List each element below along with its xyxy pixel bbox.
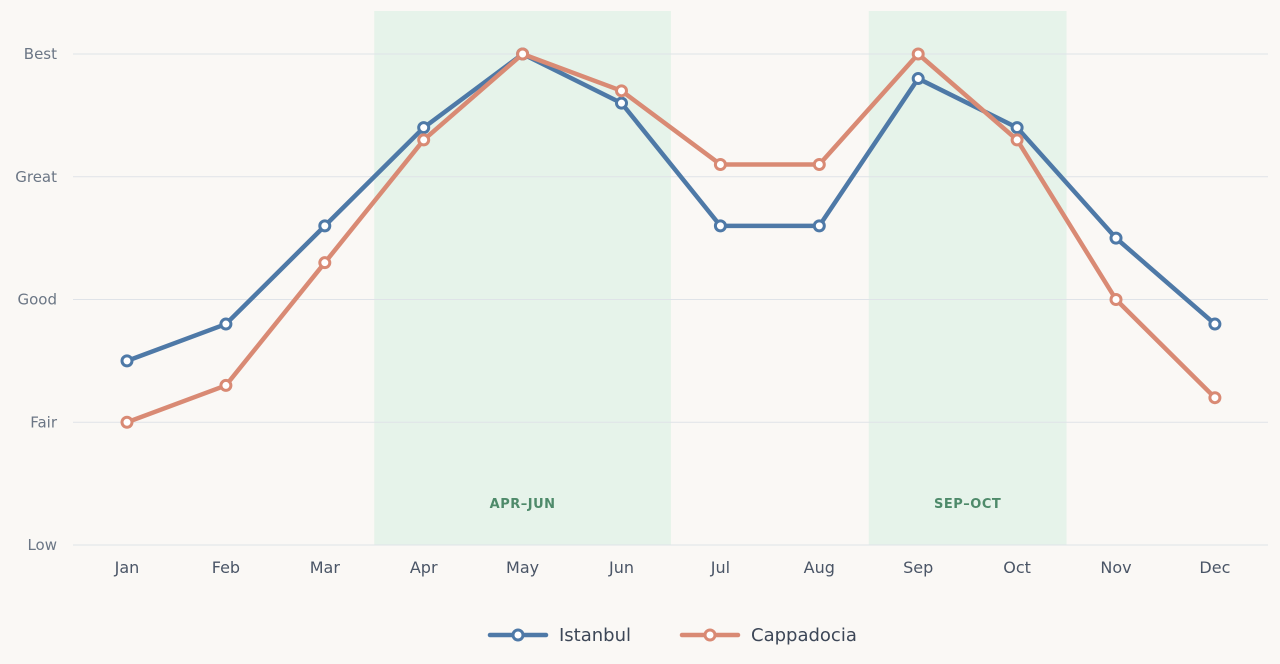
highlight-band-sep-oct — [868, 11, 1067, 545]
y-tick-best: Best — [24, 45, 57, 63]
x-tick-feb: Feb — [212, 558, 240, 577]
point-cappadocia-sep[interactable] — [911, 47, 925, 61]
point-istanbul-jul[interactable] — [713, 219, 727, 233]
point-istanbul-mar[interactable] — [318, 219, 332, 233]
series-lines — [120, 47, 1222, 429]
legend-item-cappadocia[interactable]: Cappadocia — [679, 625, 857, 646]
x-tick-jun: Jun — [608, 558, 634, 577]
y-tick-good: Good — [18, 291, 58, 309]
point-istanbul-jan[interactable] — [120, 354, 134, 368]
point-istanbul-dec[interactable] — [1208, 317, 1222, 331]
band-label-apr-jun: APR–JUN — [490, 497, 556, 512]
point-cappadocia-apr[interactable] — [417, 133, 431, 147]
x-tick-dec: Dec — [1199, 558, 1230, 577]
point-cappadocia-jun[interactable] — [615, 84, 628, 98]
point-cappadocia-jan[interactable] — [120, 415, 134, 429]
y-axis-ticks: Low Fair Good Great Best — [15, 45, 58, 554]
point-cappadocia-nov[interactable] — [1109, 293, 1123, 306]
point-istanbul-oct[interactable] — [1010, 121, 1024, 135]
point-istanbul-sep[interactable] — [911, 72, 925, 86]
x-tick-sep: Sep — [903, 558, 933, 577]
x-tick-jan: Jan — [114, 558, 140, 577]
point-istanbul-jun[interactable] — [615, 96, 628, 110]
point-istanbul-feb[interactable] — [219, 317, 233, 331]
series-line-cappadocia — [124, 51, 1218, 425]
point-cappadocia-oct[interactable] — [1010, 133, 1024, 147]
y-tick-low: Low — [27, 536, 57, 554]
grid-lines — [73, 53, 1268, 546]
point-cappadocia-may[interactable] — [516, 47, 530, 61]
series-line-istanbul — [124, 51, 1218, 364]
series-cappadocia — [120, 47, 1222, 429]
point-cappadocia-aug[interactable] — [812, 157, 826, 171]
point-cappadocia-jul[interactable] — [713, 157, 727, 171]
point-istanbul-nov[interactable] — [1109, 231, 1123, 245]
x-tick-aug: Aug — [804, 558, 835, 577]
point-cappadocia-feb[interactable] — [219, 378, 233, 392]
x-tick-nov: Nov — [1100, 558, 1131, 577]
legend-label-cappadocia: Cappadocia — [751, 625, 857, 646]
y-tick-fair: Fair — [30, 413, 58, 431]
legend-item-istanbul[interactable]: Istanbul — [487, 625, 631, 646]
point-istanbul-apr[interactable] — [417, 121, 431, 135]
legend-marker-cappadocia — [703, 628, 717, 642]
point-cappadocia-mar[interactable] — [318, 256, 332, 270]
x-tick-jul: Jul — [710, 558, 730, 577]
legend: Istanbul Cappadocia — [487, 625, 857, 646]
band-label-sep-oct: SEP–OCT — [934, 497, 1001, 512]
x-tick-mar: Mar — [310, 558, 341, 577]
x-axis-ticks: Jan Feb Mar Apr May Jun Jul Aug Sep Oct Nov Dec — [114, 558, 1231, 577]
legend-label-istanbul: Istanbul — [559, 625, 631, 646]
y-tick-great: Great — [15, 168, 57, 186]
point-istanbul-aug[interactable] — [812, 219, 826, 233]
series-istanbul — [120, 47, 1222, 368]
x-tick-oct: Oct — [1003, 558, 1031, 577]
legend-marker-istanbul — [511, 628, 525, 642]
x-tick-apr: Apr — [410, 558, 438, 577]
x-tick-may: May — [506, 558, 539, 577]
point-cappadocia-dec[interactable] — [1208, 391, 1222, 405]
